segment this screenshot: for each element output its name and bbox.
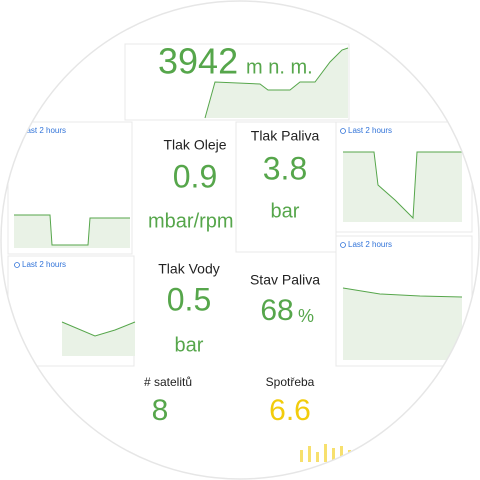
sparkline-area [343, 152, 462, 222]
panel-title: Stav Paliva [250, 272, 320, 288]
time-range[interactable]: Last 2 hours [22, 260, 66, 269]
sparkline-area [14, 215, 130, 248]
time-range[interactable]: Last 2 hours [348, 240, 392, 249]
panel-value: 68 [260, 294, 293, 327]
panel-title: Tlak Paliva [251, 128, 320, 144]
panel-unit: mbar/rpm [148, 210, 234, 232]
sparkline-area [343, 288, 462, 360]
unit-clip: mbar/rpm [148, 210, 234, 232]
panel-value: 0.9 [173, 158, 217, 194]
time-range[interactable]: Last 2 hours [348, 126, 392, 135]
panel-value: 6.6 [269, 394, 311, 427]
panel-unit: bar [271, 200, 300, 222]
sparkline-area [62, 322, 135, 356]
panel-unit: % [298, 306, 314, 326]
panel-title: Tlak Vody [158, 261, 219, 277]
time-range[interactable]: Last 2 hours [22, 126, 66, 135]
sparkline [204, 47, 349, 119]
panel-title: # satelitů [144, 375, 192, 389]
sparkline [343, 151, 462, 220]
sparkline-area [205, 48, 348, 118]
panel-unit: bar [175, 334, 204, 356]
sparkline [61, 321, 136, 337]
sparkline [14, 214, 130, 246]
sparkline [342, 287, 463, 298]
panel-title: Spotřeba [266, 375, 315, 389]
altitude-unit: m n. m. [246, 56, 313, 78]
altitude-value: 3942 [158, 41, 238, 82]
panel-value: 8 [152, 394, 169, 427]
panel-title: Tlak Oleje [163, 137, 226, 153]
panel-value: 3.8 [263, 150, 307, 186]
panel-frame [7, 121, 133, 255]
panel-value: 0.5 [167, 281, 211, 317]
panel-frame [124, 43, 350, 121]
